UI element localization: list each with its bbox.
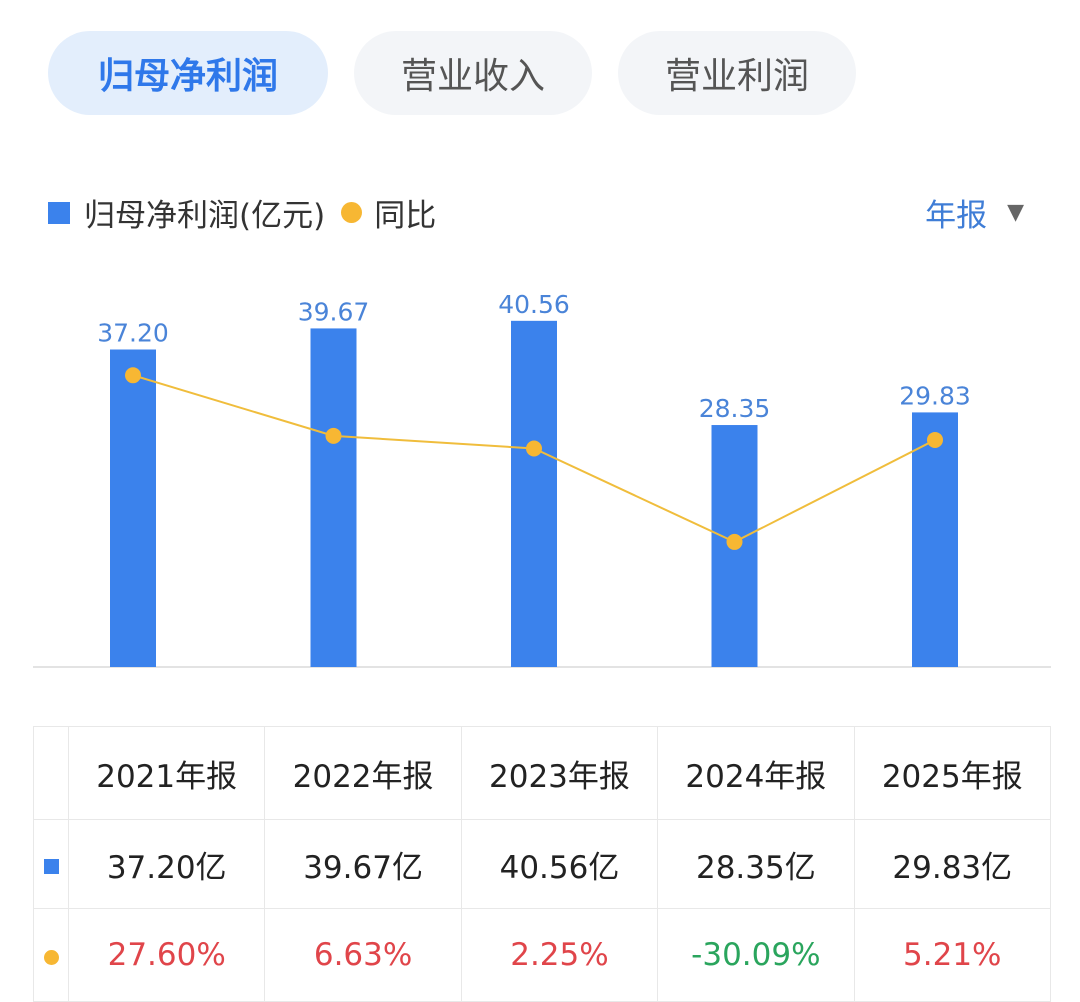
profit-cell: 29.83亿 xyxy=(853,819,1052,909)
profit-cell: 39.67亿 xyxy=(264,819,462,909)
table-header-row: 2021年报 2022年报 2023年报 2024年报 2025年报 xyxy=(33,726,1052,820)
profit-chart: 37.20 39.67 40.56 28.35 29.83 xyxy=(33,290,1051,668)
bar-legend-label: 归母净利润(亿元) xyxy=(84,198,326,234)
dot-marker-icon xyxy=(43,950,59,965)
caret-down-icon: ▼ xyxy=(1007,200,1024,225)
profit-cell: 28.35亿 xyxy=(657,819,855,909)
yoy-cell: 27.60% xyxy=(67,908,266,1002)
table-row-profit: 37.20亿 39.67亿 40.56亿 28.35亿 29.83亿 xyxy=(33,819,1052,909)
col-header: 2024年报 xyxy=(657,726,855,820)
chart-legend: 归母净利润(亿元) 同比 xyxy=(48,190,436,235)
profit-row-marker xyxy=(33,819,69,909)
col-header: 2025年报 xyxy=(853,726,1052,820)
col-header: 2022年报 xyxy=(264,726,462,820)
yoy-row-marker xyxy=(33,908,69,1002)
profit-cell: 40.56亿 xyxy=(460,819,659,909)
tab-net-profit[interactable]: 归母净利润 xyxy=(48,31,328,115)
period-label: 年报 xyxy=(925,198,988,234)
tab-operating-profit[interactable]: 营业利润 xyxy=(618,31,856,115)
yoy-cell: 2.25% xyxy=(460,908,659,1002)
bar-value-label: 28.35 xyxy=(699,394,771,423)
bar-2022年报 xyxy=(310,328,357,667)
line-legend-label: 同比 xyxy=(374,198,437,234)
bar-marker-icon xyxy=(43,859,59,874)
bar-2023年报 xyxy=(511,320,557,667)
bar-legend-swatch xyxy=(48,201,70,224)
bar-value-label: 39.67 xyxy=(298,297,370,326)
bar-value-label: 29.83 xyxy=(899,381,971,410)
yoy-point-2025年报 xyxy=(927,431,943,448)
table-row-yoy: 27.60% 6.63% 2.25% -30.09% 5.21% xyxy=(33,908,1052,1002)
yoy-point-2021年报 xyxy=(125,367,141,384)
yoy-cell: -30.09% xyxy=(657,908,855,1002)
line-legend-swatch xyxy=(341,202,363,223)
col-header: 2023年报 xyxy=(460,726,659,820)
data-table: 2021年报 2022年报 2023年报 2024年报 2025年报 37.20… xyxy=(33,726,1052,1002)
bar-2025年报 xyxy=(912,412,958,667)
metric-tabs: 归母净利润 营业收入 营业利润 xyxy=(48,31,856,115)
table-corner xyxy=(33,726,69,820)
bar-2021年报 xyxy=(110,349,156,667)
col-header: 2021年报 xyxy=(67,726,266,820)
yoy-cell: 5.21% xyxy=(853,908,1052,1002)
tab-revenue[interactable]: 营业收入 xyxy=(354,31,592,115)
bar-value-label: 37.20 xyxy=(97,319,169,348)
yoy-point-2024年报 xyxy=(726,533,743,550)
yoy-cell: 6.63% xyxy=(264,908,462,1002)
yoy-point-2022年报 xyxy=(325,427,342,444)
profit-cell: 37.20亿 xyxy=(67,819,266,909)
bar-value-label: 40.56 xyxy=(498,290,570,319)
period-selector[interactable]: 年报 ▼ xyxy=(925,190,1024,235)
yoy-point-2023年报 xyxy=(526,440,542,457)
